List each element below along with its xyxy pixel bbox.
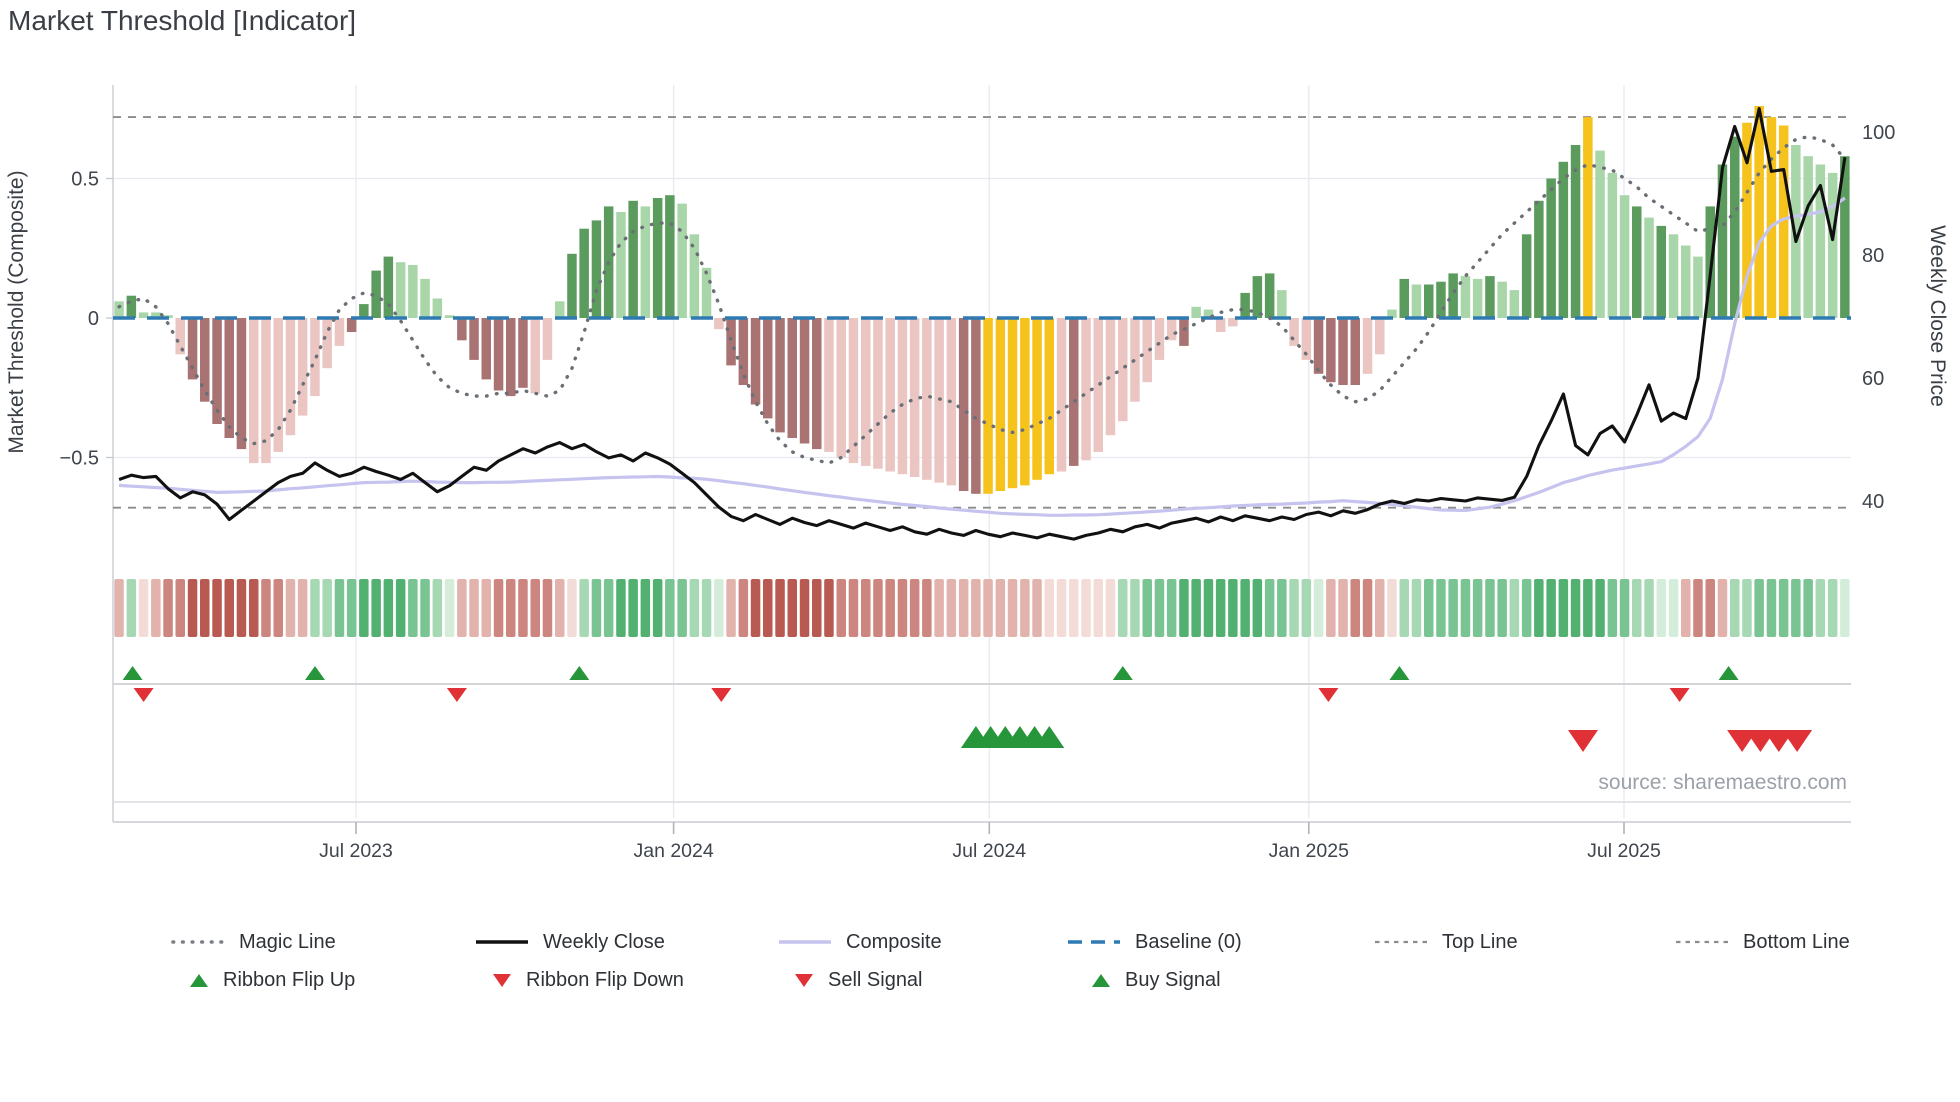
page-title: Market Threshold [Indicator] — [8, 5, 357, 36]
baseline-swatch-icon — [1068, 940, 1120, 944]
ribbon-flip-down-markers — [133, 688, 1690, 702]
buy-signal-markers — [960, 726, 1065, 748]
svg-text:60: 60 — [1862, 368, 1884, 390]
composite-line — [118, 196, 1846, 517]
magic-line — [117, 134, 1847, 465]
legend-item-baseline: Baseline (0) — [1066, 928, 1242, 956]
legend-label: Bottom Line — [1743, 930, 1850, 953]
svg-text:Jul 2025: Jul 2025 — [1587, 840, 1661, 862]
svg-text:100: 100 — [1862, 122, 1895, 144]
svg-text:Jan 2025: Jan 2025 — [1269, 840, 1349, 862]
flip-down-triangle-icon — [493, 974, 511, 987]
top-line-swatch-icon — [1375, 940, 1427, 944]
legend-label: Buy Signal — [1125, 968, 1221, 991]
legend-label: Ribbon Flip Up — [223, 968, 356, 991]
svg-text:Jul 2024: Jul 2024 — [952, 840, 1026, 862]
legend-item-sell-signal: Sell Signal — [793, 966, 923, 994]
legend-item-composite: Composite — [777, 928, 942, 956]
right-axis-ticks: 100 80 60 40 — [1862, 122, 1895, 513]
legend-item-magic-line: Magic Line — [170, 928, 336, 956]
x-axis-ticks: Jul 2023 Jan 2024 Jul 2024 Jan 2025 Jul 2025 — [319, 822, 1661, 862]
legend-label: Top Line — [1442, 930, 1518, 953]
svg-text:40: 40 — [1862, 491, 1884, 513]
buy-signal-triangle-icon — [1092, 974, 1110, 987]
svg-text:−0.5: −0.5 — [60, 448, 99, 470]
sell-signal-markers — [1568, 730, 1813, 752]
legend-label: Sell Signal — [828, 968, 923, 991]
svg-text:80: 80 — [1862, 245, 1884, 267]
legend-item-top-line: Top Line — [1373, 928, 1518, 956]
weekly-close-swatch-icon — [476, 940, 528, 944]
right-axis-title: Weekly Close Price — [1926, 225, 1949, 407]
legend-label: Magic Line — [239, 930, 336, 953]
legend-item-bottom-line: Bottom Line — [1674, 928, 1850, 956]
svg-text:Jul 2023: Jul 2023 — [319, 840, 393, 862]
legend-label: Composite — [846, 930, 942, 953]
legend-label: Ribbon Flip Down — [526, 968, 684, 991]
bottom-line-swatch-icon — [1676, 940, 1728, 944]
svg-text:Jan 2024: Jan 2024 — [633, 840, 713, 862]
histogram-bars — [114, 106, 1850, 494]
ribbon-flip-up-markers — [122, 666, 1739, 680]
legend-item-ribbon-flip-down: Ribbon Flip Down — [491, 966, 684, 994]
weekly-close-line — [118, 107, 1847, 541]
legend-item-weekly-close: Weekly Close — [474, 928, 665, 956]
flip-up-triangle-icon — [190, 974, 208, 987]
svg-text:0: 0 — [88, 308, 99, 330]
source-note: source: sharemaestro.com — [1598, 771, 1847, 794]
ribbon-strip — [114, 579, 1850, 637]
legend-label: Weekly Close — [543, 930, 665, 953]
sell-signal-triangle-icon — [795, 974, 813, 987]
left-axis-title: Market Threshold (Composite) — [5, 170, 28, 454]
composite-swatch-icon — [779, 940, 831, 944]
legend-item-buy-signal: Buy Signal — [1090, 966, 1221, 994]
legend-item-ribbon-flip-up: Ribbon Flip Up — [188, 966, 355, 994]
legend-label: Baseline (0) — [1135, 930, 1242, 953]
left-axis-ticks: 0.5 0 −0.5 — [60, 169, 113, 470]
svg-text:0.5: 0.5 — [71, 169, 99, 191]
magic-line-swatch-icon — [171, 940, 225, 944]
